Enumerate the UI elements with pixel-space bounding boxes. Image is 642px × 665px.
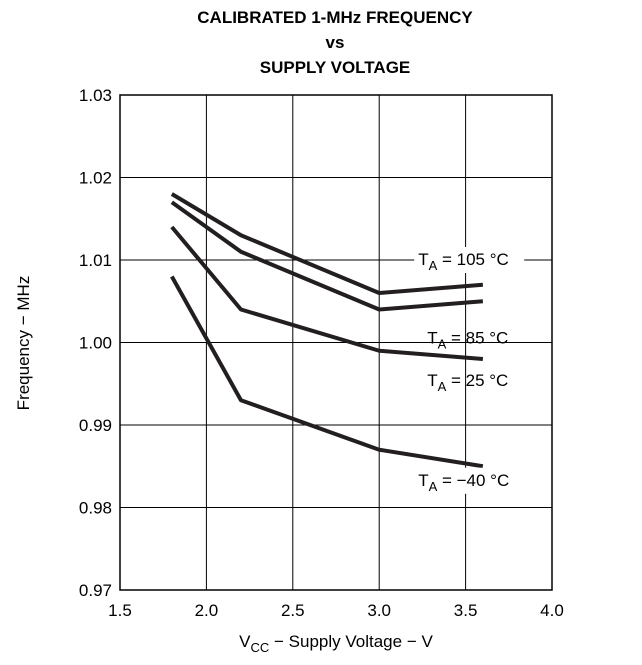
plot-frame bbox=[119, 94, 553, 591]
tick-labels: 1.5 2.0 2.5 3.0 3.5 4.0 0.97 0.98 0.99 1.00 1.01 1.… bbox=[79, 86, 564, 620]
y-tick-label: 1.03 bbox=[79, 86, 112, 105]
series-label-2: TA = 25 °C bbox=[427, 371, 508, 394]
series-line-1 bbox=[170, 200, 484, 312]
series-label-0: TA = 105 °C bbox=[414, 247, 525, 273]
series-labels: TA = 105 °C TA = 85 °C TA = 25 °C TA = −40 … bbox=[414, 247, 525, 494]
x-tick-label: 2.0 bbox=[195, 601, 219, 620]
x-axis-label: VCC − Supply Voltage − V bbox=[239, 632, 433, 655]
x-tick-label: 3.0 bbox=[367, 601, 391, 620]
series-label-bg bbox=[414, 247, 525, 273]
y-tick-label: 1.01 bbox=[79, 251, 112, 270]
x-tick-label: 1.5 bbox=[108, 601, 132, 620]
series-label-text: TA = 105 °C bbox=[418, 250, 509, 273]
y-tick-label: 1.02 bbox=[79, 169, 112, 188]
series-label-1: TA = 85 °C bbox=[427, 329, 508, 352]
chart-title-line-2: vs bbox=[326, 33, 345, 52]
series-label-text: TA = 85 °C bbox=[427, 329, 508, 352]
series-label-text: TA = 25 °C bbox=[427, 371, 508, 394]
x-tick-label: 2.5 bbox=[281, 601, 305, 620]
series-line-0 bbox=[170, 192, 484, 295]
y-tick-label: 0.98 bbox=[79, 499, 112, 518]
series-layer bbox=[170, 192, 484, 469]
chart-title-line-3: SUPPLY VOLTAGE bbox=[260, 58, 411, 77]
y-axis-label: Frequency − MHz bbox=[14, 276, 33, 411]
y-tick-label: 0.97 bbox=[79, 581, 112, 600]
grid-layer bbox=[120, 95, 552, 590]
chart-title-line-1: CALIBRATED 1-MHz FREQUENCY bbox=[197, 8, 473, 27]
y-tick-label: 1.00 bbox=[79, 334, 112, 353]
series-line-2 bbox=[170, 225, 484, 361]
series-label-bg bbox=[414, 467, 525, 494]
x-tick-label: 4.0 bbox=[540, 601, 564, 620]
series-line-3 bbox=[170, 275, 484, 469]
series-label-3: TA = −40 °C bbox=[414, 467, 525, 494]
y-tick-label: 0.99 bbox=[79, 416, 112, 435]
series-label-text: TA = −40 °C bbox=[418, 471, 509, 494]
x-tick-label: 3.5 bbox=[454, 601, 478, 620]
